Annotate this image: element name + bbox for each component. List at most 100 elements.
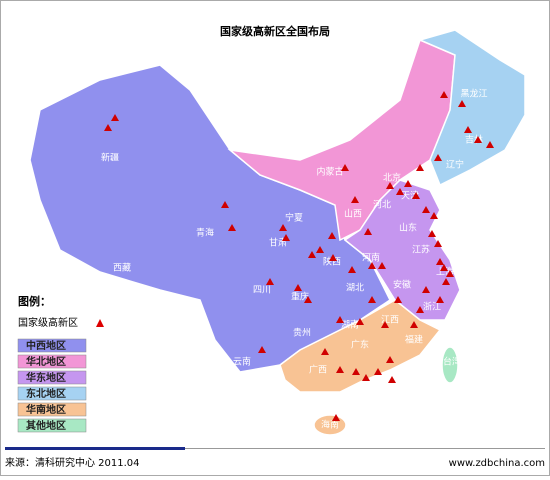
region-north [227,38,456,242]
marker [362,374,370,381]
province-label: 广东 [351,339,369,351]
marker [440,91,448,98]
province-label: 重庆 [291,291,309,303]
marker [356,318,364,325]
marker [221,201,229,208]
legend-title: 图例： [18,294,51,308]
legend-label: 中西地区 [26,339,66,352]
province-label: 甘肃 [269,237,287,249]
marker [396,188,404,195]
marker [364,228,372,235]
province-label: 辽宁 [446,159,464,171]
marker [351,196,359,203]
legend-swatch [17,386,87,401]
marker [368,296,376,303]
marker [386,182,394,189]
marker [434,240,442,247]
marker [111,114,119,121]
marker [412,192,420,199]
province-label: 湖北 [346,283,364,294]
markers [104,91,494,421]
legend-swatch [17,402,87,417]
marker [374,368,382,375]
province-label: 青海 [196,227,214,239]
province-label: 陕西 [323,256,341,268]
marker [336,366,344,373]
legend-swatch [17,338,87,353]
marker [378,262,386,269]
marker [316,246,324,253]
legend-swatch [17,354,87,369]
province-label: 江苏 [412,244,430,256]
regions [29,29,526,436]
marker [336,316,344,323]
marker [442,278,450,285]
marker [381,321,389,328]
marker [279,224,287,231]
province-label: 湖南 [341,319,359,331]
marker [348,266,356,273]
footer-bar [5,447,185,450]
marker [294,284,302,291]
marker [410,321,418,328]
marker [368,262,376,269]
province-label: 河南 [362,252,380,264]
province-label: 宁夏 [285,212,303,224]
marker [422,206,430,213]
marker [352,368,360,375]
province-label: 浙江 [423,301,441,313]
legend-label: 其他地区 [26,419,66,432]
footer-source: 来源：清科研究中心 2011.04 [5,456,140,469]
marker [440,264,448,271]
marker [458,100,466,107]
province-label: 广西 [309,364,327,376]
legend-marker [96,319,104,327]
legend-label: 华北地区 [26,355,66,368]
marker [436,296,444,303]
marker [329,254,337,261]
province-label: 云南 [233,356,251,368]
marker [228,224,236,231]
region-east [343,179,461,321]
legend-label: 东北地区 [26,387,66,400]
marker [386,356,394,363]
legend-label: 华东地区 [26,371,66,384]
legend-marker-label: 国家级高新区 [18,316,78,329]
province-label: 内蒙古 [316,166,343,178]
marker [104,124,112,131]
marker [404,180,412,187]
province-label: 海南 [321,419,339,431]
marker [266,278,274,285]
province-label: 台湾 [443,356,461,368]
marker [328,232,336,239]
province-label: 江西 [381,315,399,326]
province-label: 安徽 [393,279,411,291]
province-label: 河北 [373,199,391,211]
province-label: 吉林 [465,134,483,146]
marker [388,376,396,383]
marker [434,154,442,161]
marker [446,270,454,277]
marker [341,164,349,171]
legend-label: 华南地区 [26,403,66,416]
marker [304,296,312,303]
marker [474,136,482,143]
marker [430,212,438,219]
marker [464,126,472,133]
footer-url: www.zdbchina.com [449,458,545,469]
marker [308,251,316,258]
legend-swatch [17,370,87,385]
marker [321,348,329,355]
marker [422,286,430,293]
title: 国家级高新区全国布局 [220,24,330,38]
province-label: 新疆 [101,152,119,164]
province-label: 西藏 [113,262,131,274]
marker [416,306,424,313]
marker [486,141,494,148]
province-label: 山西 [344,209,362,220]
region-northeast [417,29,526,187]
marker [416,164,424,171]
region-taiwan [441,346,459,384]
